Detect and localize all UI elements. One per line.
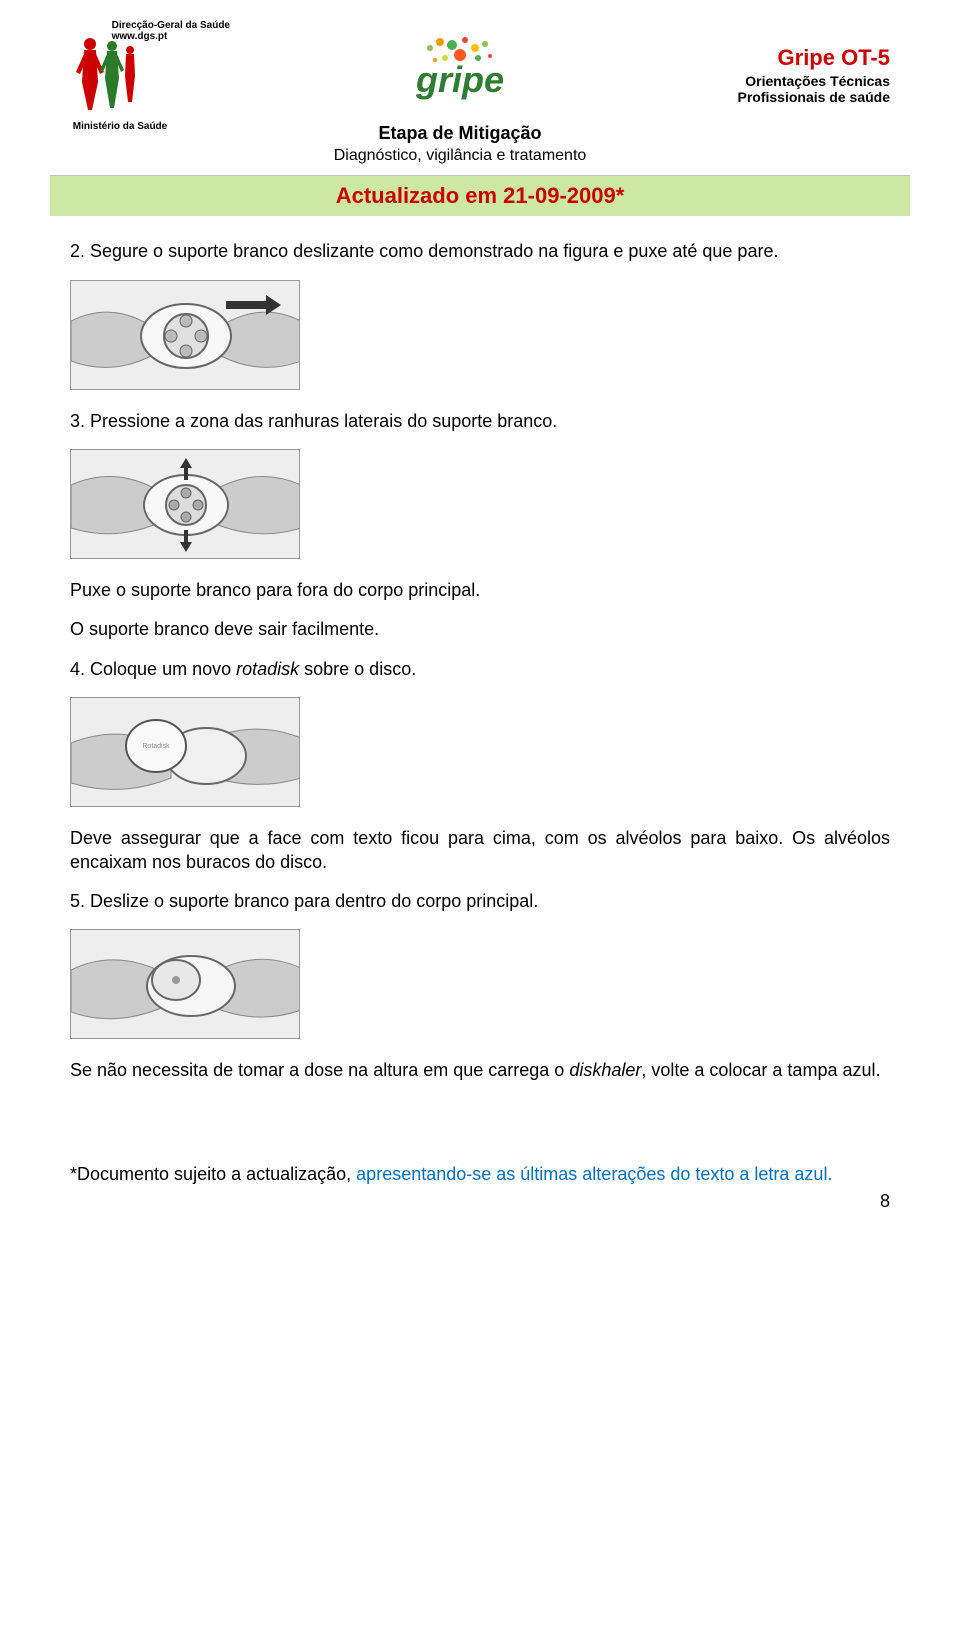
update-date: Actualizado em 21-09-2009* [336,183,625,208]
step-4-suffix: sobre o disco. [299,659,416,679]
step-3b-text: Puxe o suporte branco para fora do corpo… [70,579,890,602]
step-3c-text: O suporte branco deve sair facilmente. [70,618,890,641]
step-2-text: 2. Segure o suporte branco deslizante co… [70,240,890,263]
dgs-figures-icon [70,32,150,112]
update-banner: Actualizado em 21-09-2009* [50,175,910,217]
gripe-logo-icon: gripe [370,30,550,110]
footer-black: *Documento sujeito a actualização, [70,1164,356,1184]
gripe-ot5-label: Gripe OT-5 [670,44,890,73]
step-5b-suffix: , volte a colocar a tampa azul. [641,1060,880,1080]
dgs-line1: Direcção-Geral da Saúde [112,20,230,31]
svg-text:Rotadisk: Rotadisk [142,743,170,750]
orientacoes-line2: Profissionais de saúde [670,89,890,105]
document-header: Direcção-Geral da Saúde www.dgs.pt [70,20,890,167]
step-5-text: 5. Deslize o suporte branco para dentro … [70,890,890,913]
figure-step-2 [70,280,300,390]
step-3-text: 3. Pressione a zona das ranhuras laterai… [70,410,890,433]
step-5b-italic: diskhaler [569,1060,641,1080]
footer-blue: apresentando-se as últimas alterações do… [356,1164,832,1184]
orientacoes-line1: Orientações Técnicas [670,73,890,89]
dgs-text: Direcção-Geral da Saúde www.dgs.pt [112,20,230,42]
step-4b-text: Deve assegurar que a face com texto fico… [70,827,890,874]
svg-text:gripe: gripe [415,59,504,100]
dgs-logo: Direcção-Geral da Saúde www.dgs.pt [70,20,220,130]
figure-step-4: Rotadisk [70,697,300,807]
step-5b-prefix: Se não necessita de tomar a dose na altu… [70,1060,569,1080]
header-right: Gripe OT-5 Orientações Técnicas Profissi… [670,20,890,105]
footer-note: *Documento sujeito a actualização, apres… [70,1163,890,1186]
step-4-prefix: 4. Coloque um novo [70,659,236,679]
header-left: Direcção-Geral da Saúde www.dgs.pt [70,20,250,130]
dgs-line2: www.dgs.pt [112,31,230,42]
ministerio-label: Ministério da Saúde [70,120,170,133]
figure-step-5 [70,929,300,1039]
figure-step-3 [70,449,300,559]
diagnostico-subtitle: Diagnóstico, vigilância e tratamento [280,146,640,167]
step-4-italic: rotadisk [236,659,299,679]
page-number: 8 [70,1190,890,1213]
step-4-text: 4. Coloque um novo rotadisk sobre o disc… [70,658,890,681]
etapa-title: Etapa de Mitigação [280,122,640,145]
step-5b-text: Se não necessita de tomar a dose na altu… [70,1059,890,1082]
header-center: gripe Etapa de Mitigação Diagnóstico, vi… [280,20,640,167]
